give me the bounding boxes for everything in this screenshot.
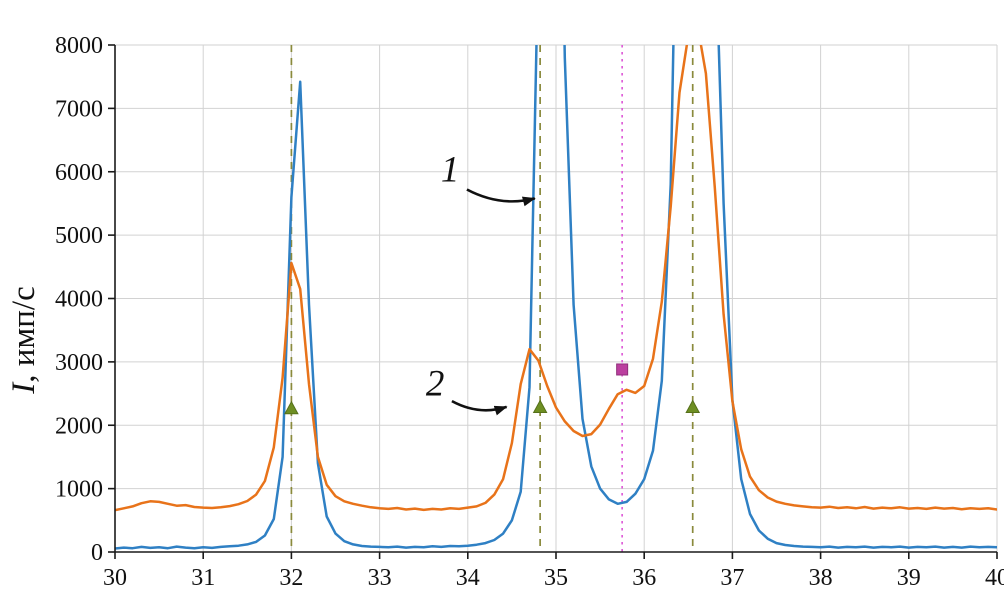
- x-tick-label: 39: [897, 565, 921, 591]
- x-tick-label: 30: [103, 565, 127, 591]
- y-tick-label: 4000: [55, 287, 103, 313]
- annotation-label-2: 2: [426, 363, 445, 404]
- y-tick-label: 8000: [55, 33, 103, 59]
- x-tick-label: 36: [632, 565, 656, 591]
- triangle-marker: [532, 399, 548, 414]
- y-tick-label: 1000: [55, 477, 103, 503]
- triangle-marker: [685, 399, 701, 414]
- x-tick-label: 37: [720, 565, 744, 591]
- triangle-marker: [284, 400, 299, 415]
- annotation-arrow-1: [466, 188, 536, 207]
- y-axis-label: I, имп/с: [6, 286, 42, 395]
- annotation-label-1: 1: [441, 149, 460, 190]
- series-layer: [115, 45, 997, 550]
- series-2-curve: [115, 45, 997, 512]
- axes-layer: [108, 44, 998, 559]
- x-tick-label: 33: [368, 565, 392, 591]
- y-axis-label-symbol: I: [6, 381, 42, 395]
- marker-layer: [284, 363, 701, 415]
- grid-layer: [114, 44, 998, 552]
- annotation-arrow-2: [451, 400, 508, 416]
- x-tick-label: 34: [456, 565, 480, 591]
- x-tick-label: 35: [544, 565, 568, 591]
- series-1-curve: [115, 45, 997, 550]
- y-tick-label: 3000: [55, 350, 103, 376]
- annotation-layer: 12: [426, 149, 536, 416]
- tick-labels-layer: 30 31 32 33 34 35 36 37 38 39 40 0 1000 2000 3000 4000 5…: [55, 33, 1004, 591]
- y-axis-label-units: , имп/с: [6, 286, 42, 383]
- x-tick-label: 38: [809, 565, 833, 591]
- y-tick-label: 6000: [55, 160, 103, 186]
- y-tick-label: 2000: [55, 413, 103, 439]
- y-tick-label: 7000: [55, 96, 103, 122]
- y-tick-label: 5000: [55, 223, 103, 249]
- guide-lines-layer: [290, 45, 694, 552]
- y-tick-label: 0: [91, 540, 103, 566]
- square-marker: [616, 363, 629, 376]
- x-tick-label: 32: [279, 565, 303, 591]
- x-tick-label: 31: [191, 565, 215, 591]
- x-tick-label: 40: [985, 565, 1004, 591]
